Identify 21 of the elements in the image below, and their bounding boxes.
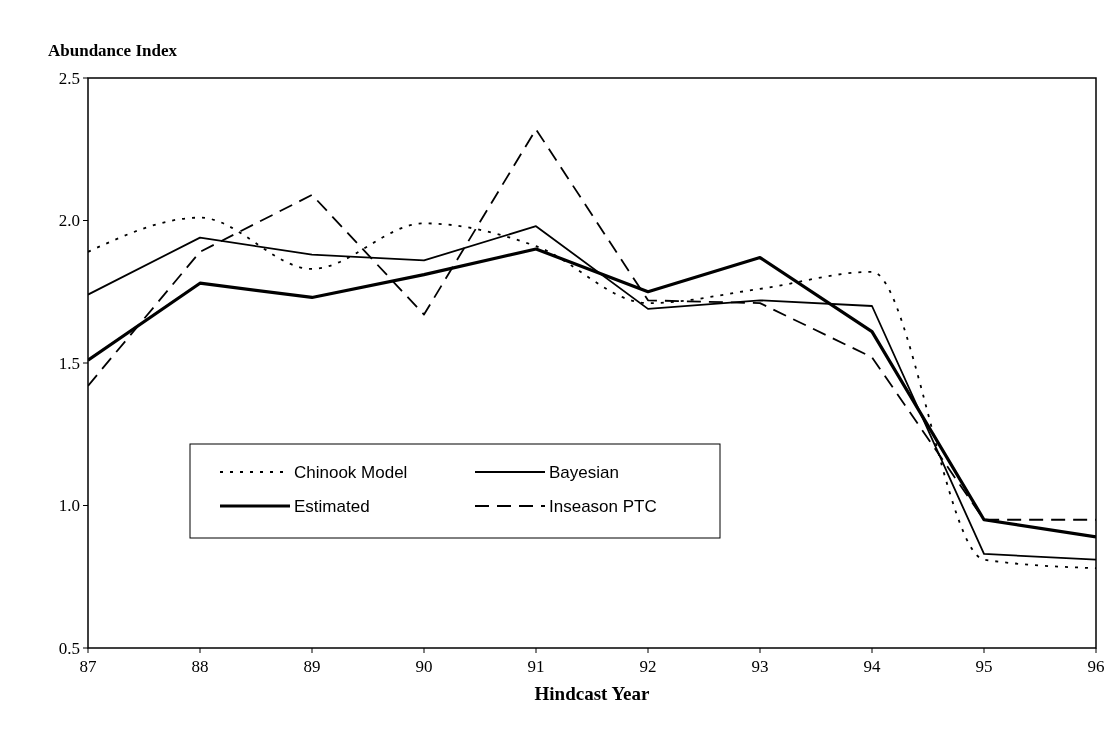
legend-label: Estimated bbox=[294, 496, 370, 516]
x-tick-label: 95 bbox=[975, 657, 993, 676]
x-axis-title: Hindcast Year bbox=[534, 683, 650, 704]
y-tick-label: 1.0 bbox=[58, 496, 80, 516]
y-axis-title: Abundance Index bbox=[48, 41, 178, 60]
y-tick-label: 1.5 bbox=[58, 353, 80, 373]
legend-label: Chinook Model bbox=[294, 462, 408, 482]
x-tick-label: 89 bbox=[303, 657, 321, 676]
x-tick-label: 93 bbox=[751, 657, 769, 676]
y-tick-label: 2.5 bbox=[58, 68, 80, 88]
x-tick-label: 91 bbox=[527, 657, 545, 676]
legend-label: Bayesian bbox=[549, 462, 619, 482]
x-tick-label: 94 bbox=[863, 657, 881, 676]
x-tick-label: 88 bbox=[191, 657, 209, 676]
y-tick-label: 2.0 bbox=[58, 211, 80, 231]
x-tick-label: 87 bbox=[79, 657, 97, 676]
y-tick-label: 0.5 bbox=[58, 638, 80, 658]
x-tick-label: 96 bbox=[1087, 657, 1105, 676]
legend-label: Inseason PTC bbox=[549, 496, 657, 516]
x-tick-label: 92 bbox=[639, 657, 657, 676]
x-tick-label: 90 bbox=[415, 657, 433, 676]
